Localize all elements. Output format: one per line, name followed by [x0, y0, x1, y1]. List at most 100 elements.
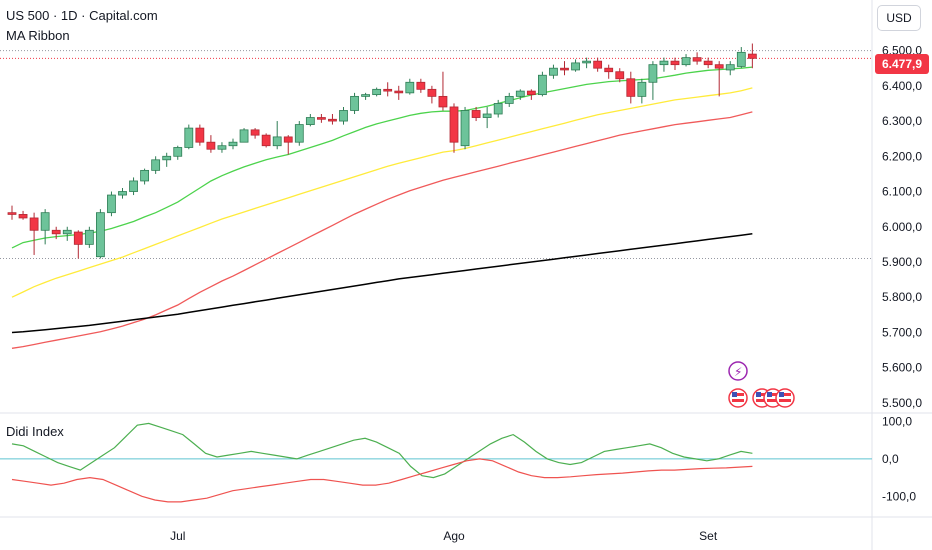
- candle-body: [593, 60, 603, 69]
- candle-body: [615, 71, 625, 80]
- us-flag-stripe: [732, 393, 744, 396]
- candle-body: [217, 145, 227, 150]
- candle-body: [681, 57, 691, 66]
- candle-body: [96, 212, 105, 258]
- us-flag-canton: [732, 392, 737, 397]
- price-tick-label: 5.700,0: [882, 325, 922, 339]
- price-tick-label: 6.100,0: [882, 185, 922, 199]
- candle-body: [736, 51, 746, 67]
- candle-body: [62, 229, 72, 235]
- candle-body: [604, 67, 614, 73]
- candle-body: [405, 81, 415, 94]
- ma-line-3: [11, 111, 753, 349]
- candle-body: [372, 88, 382, 96]
- candle-body: [747, 53, 757, 59]
- candle-body: [560, 67, 569, 71]
- candle-body: [549, 67, 558, 76]
- price-tick-label: 5.500,0: [882, 396, 922, 410]
- candle-body: [659, 60, 669, 66]
- candle-body: [40, 212, 50, 231]
- didi-tick-label: 0,0: [882, 452, 899, 466]
- candle-body: [538, 74, 547, 96]
- candle-body: [626, 78, 636, 97]
- us-flag-stripe: [756, 393, 768, 396]
- candle-body: [140, 169, 150, 182]
- candle-body: [129, 180, 138, 192]
- candle-body: [670, 60, 680, 66]
- currency-button[interactable]: USD: [877, 5, 921, 31]
- candle-body: [471, 110, 481, 118]
- candle-body: [438, 95, 448, 108]
- us-flag-stripe: [779, 399, 791, 402]
- didi-line-1: [11, 422, 753, 479]
- indicator-label-ma-ribbon[interactable]: MA Ribbon: [6, 28, 70, 43]
- candle-body: [361, 94, 371, 97]
- price-tick-label: 6.400,0: [882, 79, 922, 93]
- chart-title: US 500 · 1D · Capital.com: [6, 8, 158, 23]
- candle-body: [449, 106, 459, 143]
- candle-body: [350, 95, 359, 111]
- candle-body: [107, 194, 116, 214]
- us-flag-stripe: [767, 399, 779, 402]
- candle-body: [383, 88, 393, 92]
- candle-body: [7, 212, 17, 215]
- candle-body: [261, 134, 271, 147]
- candle-body: [206, 141, 216, 150]
- time-tick-label: Ago: [443, 529, 465, 543]
- candle-body: [493, 103, 503, 115]
- candle-body: [725, 64, 735, 71]
- price-tick-label: 5.800,0: [882, 290, 922, 304]
- price-tick-label: 5.900,0: [882, 255, 922, 269]
- price-tick-label: 5.600,0: [882, 361, 922, 375]
- us-flag-stripe: [779, 393, 791, 396]
- us-flag-event-icon: [775, 388, 795, 408]
- candle-body: [118, 191, 127, 196]
- us-flag-event-icon: [728, 388, 748, 408]
- candle-body: [305, 117, 315, 125]
- time-tick-label: Set: [699, 529, 718, 543]
- candle-body: [482, 113, 492, 118]
- candle-body: [162, 155, 172, 161]
- candle-body: [692, 57, 702, 62]
- candle-body: [637, 81, 647, 97]
- candle-body: [195, 127, 205, 143]
- candle-body: [416, 81, 426, 90]
- candle-body: [173, 147, 183, 157]
- candle-body: [84, 229, 94, 245]
- didi-tick-label: -100,0: [882, 489, 916, 503]
- candle-body: [29, 217, 39, 231]
- candle-body: [272, 136, 282, 147]
- didi-line-2: [11, 458, 753, 503]
- candle-body: [328, 118, 337, 122]
- candle-body: [250, 129, 260, 136]
- indicator-label-didi-index[interactable]: Didi Index: [6, 424, 64, 439]
- candle-body: [427, 88, 437, 97]
- ma-line-2: [11, 87, 753, 298]
- flash-event-icon-glyph: ⚡: [734, 365, 742, 379]
- candle-body: [51, 229, 61, 235]
- candle-body: [526, 90, 536, 96]
- candle-body: [73, 231, 83, 245]
- us-flag-stripe: [732, 399, 744, 402]
- candle-body: [339, 110, 348, 122]
- us-flag-stripe: [767, 393, 779, 396]
- candle-body: [316, 117, 326, 120]
- candle-body: [283, 136, 293, 143]
- candle-body: [394, 90, 404, 94]
- candle-body: [571, 62, 580, 71]
- flash-event-icon: [728, 361, 748, 381]
- candle-body: [582, 60, 591, 64]
- candle-body: [184, 127, 194, 148]
- candle-body: [460, 110, 470, 147]
- candle-body: [228, 141, 238, 147]
- candle-body: [18, 214, 28, 219]
- us-flag-canton: [779, 392, 784, 397]
- ma-line-4: [11, 233, 753, 334]
- us-flag-canton: [756, 392, 761, 397]
- us-flag-canton: [767, 392, 772, 397]
- price-tick-label: 6.000,0: [882, 220, 922, 234]
- candle-body: [703, 60, 713, 66]
- candle-body: [504, 95, 514, 104]
- candle-body: [648, 64, 658, 83]
